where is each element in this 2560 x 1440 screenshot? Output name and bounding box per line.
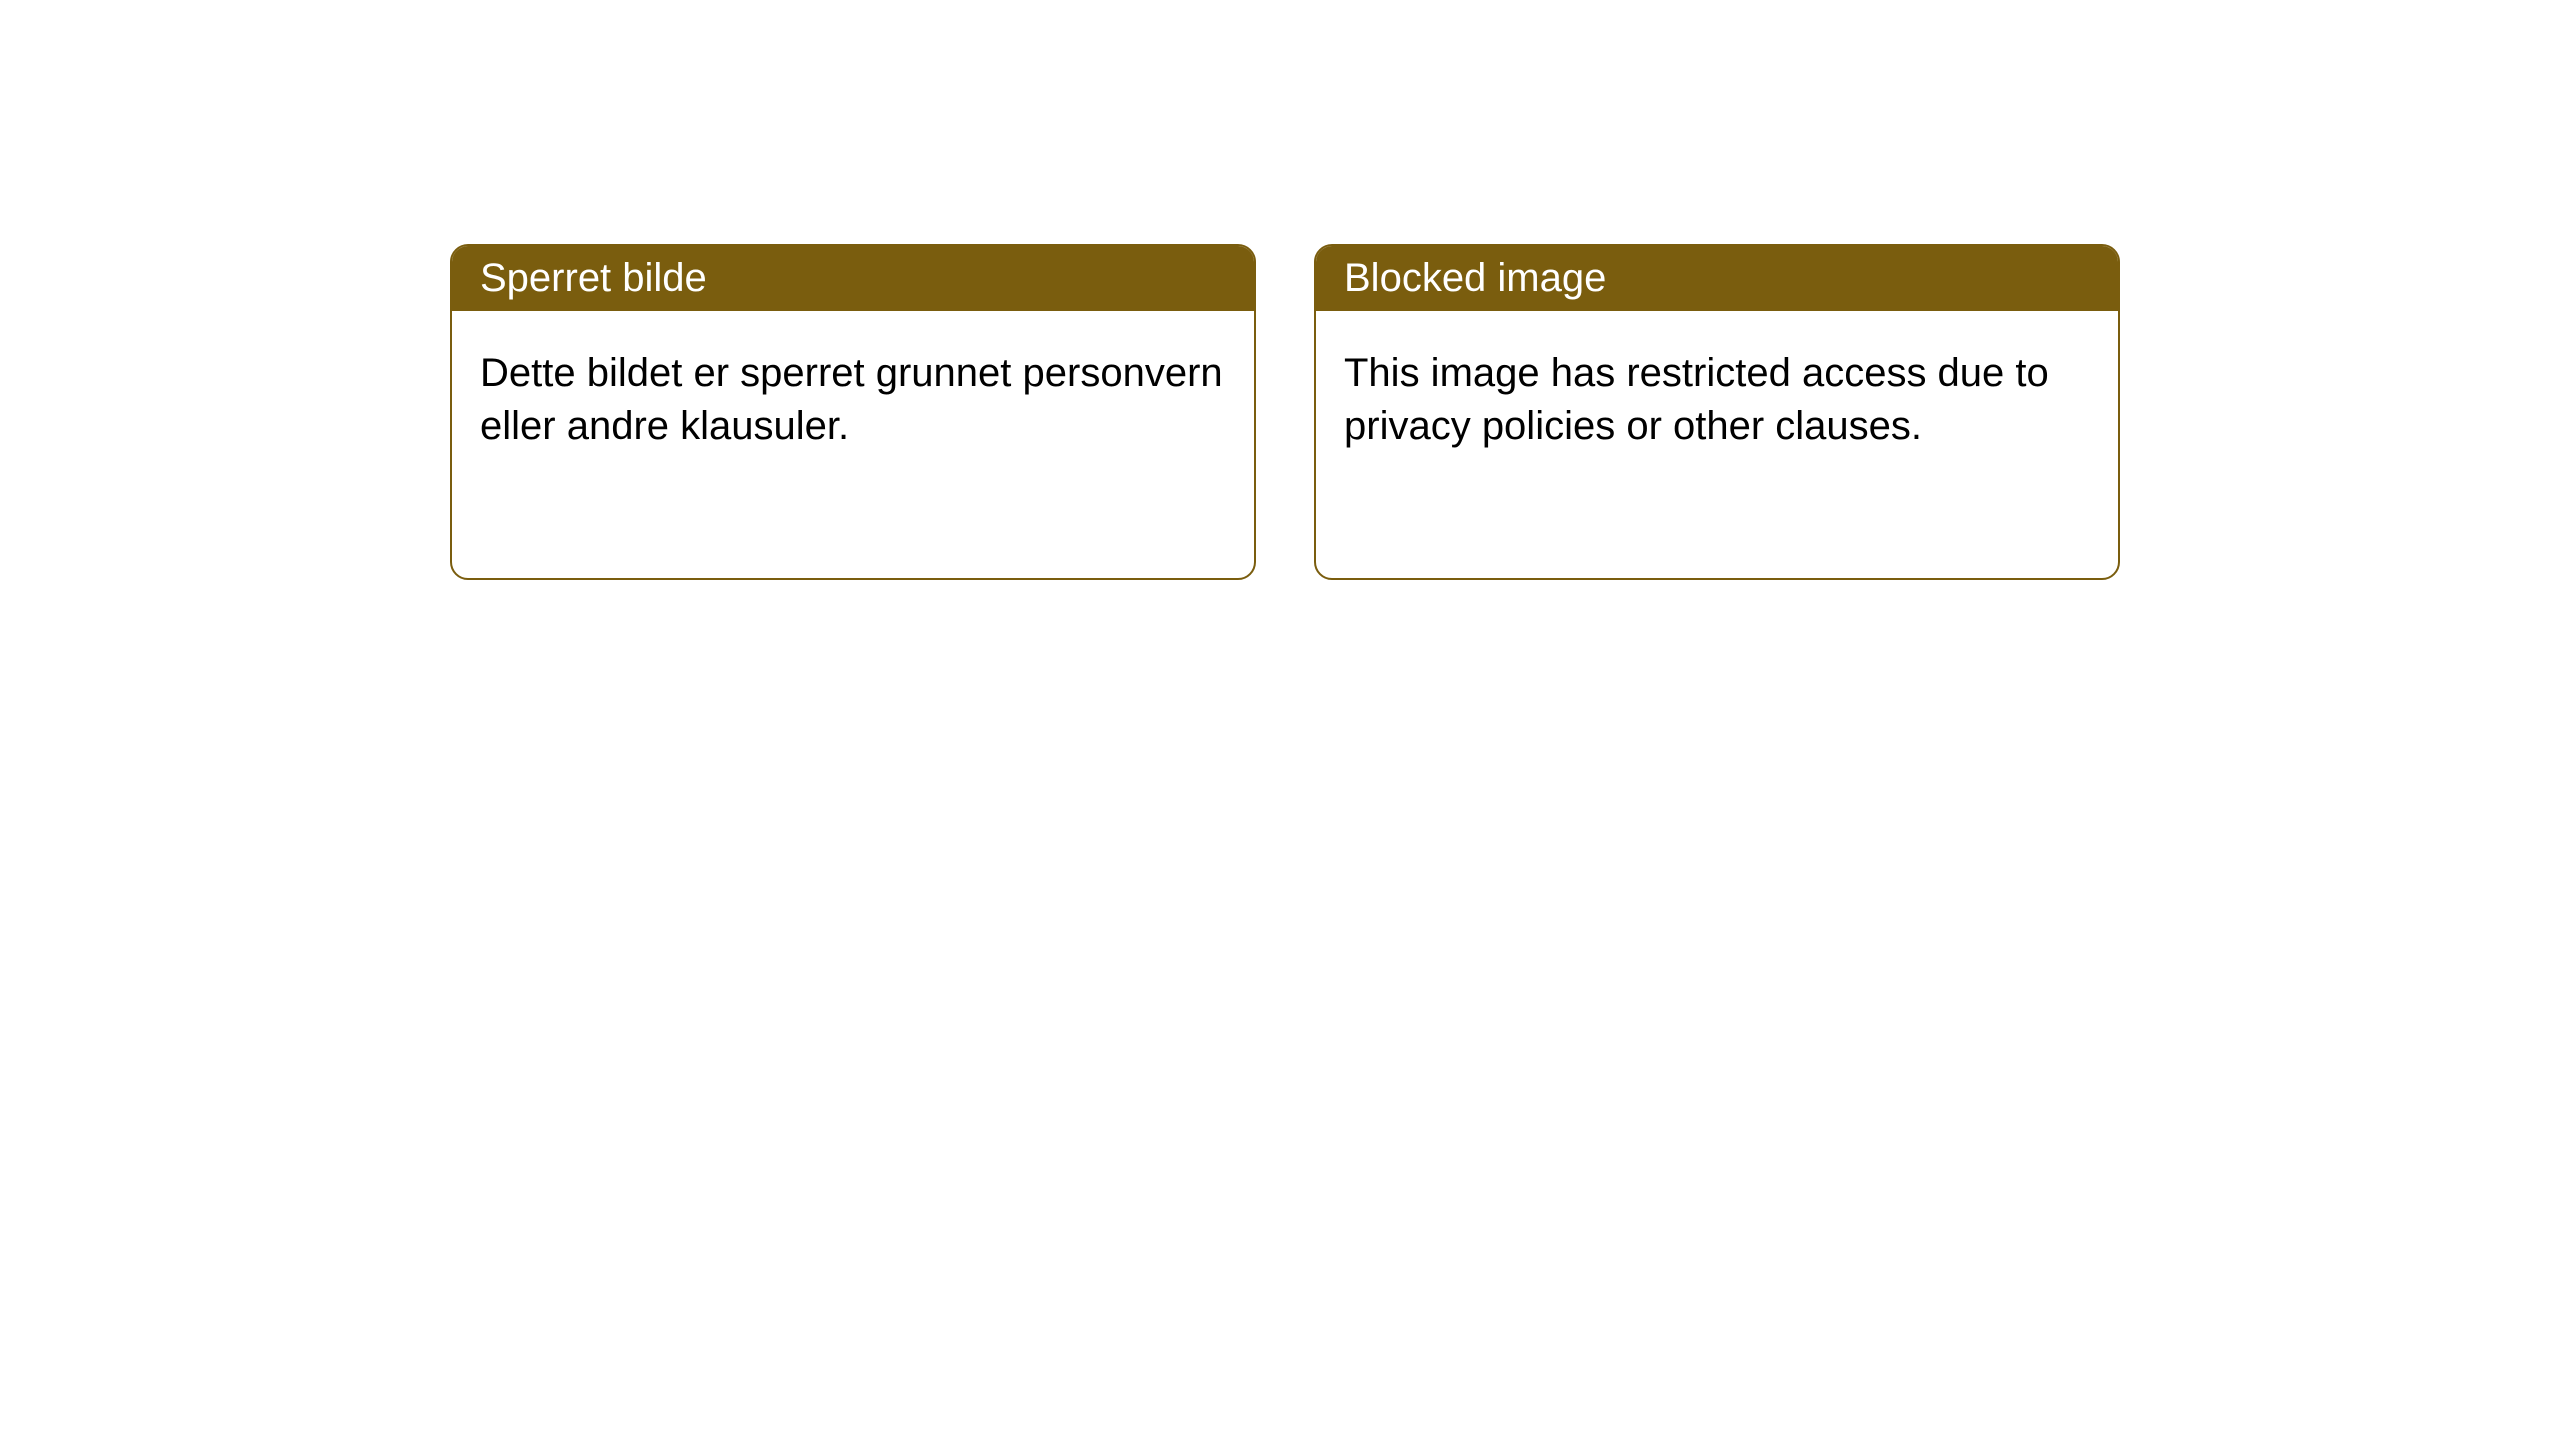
notice-card-english: Blocked image This image has restricted …	[1314, 244, 2120, 580]
notice-card-title: Sperret bilde	[452, 246, 1254, 311]
notice-card-body: Dette bildet er sperret grunnet personve…	[452, 311, 1254, 489]
notice-card-norwegian: Sperret bilde Dette bildet er sperret gr…	[450, 244, 1256, 580]
notice-card-title: Blocked image	[1316, 246, 2118, 311]
notice-card-body: This image has restricted access due to …	[1316, 311, 2118, 489]
notice-cards-container: Sperret bilde Dette bildet er sperret gr…	[0, 0, 2560, 580]
